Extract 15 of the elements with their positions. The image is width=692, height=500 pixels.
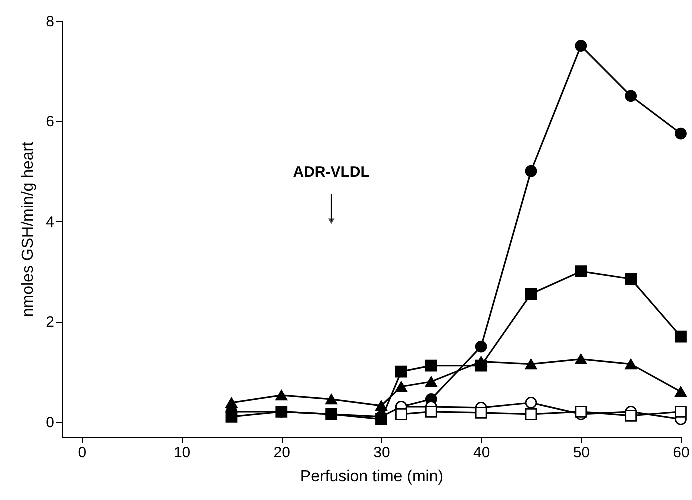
x-axis-title: Perfusion time (min): [300, 468, 444, 486]
y-axis-title: nmoles GSH/min/g heart: [20, 141, 38, 318]
y-tick-label: 2: [46, 314, 54, 332]
y-tick-label: 0: [46, 414, 54, 432]
x-tick-label: 10: [174, 444, 191, 462]
y-tick-label: 8: [46, 14, 54, 30]
annotation: ADR-VLDL: [293, 164, 370, 181]
x-tick-label: 0: [78, 444, 87, 462]
y-tick-label: 6: [46, 114, 54, 131]
x-tick-label: 30: [374, 444, 390, 462]
y-tick-label: 4: [46, 214, 54, 231]
x-tick-label: 60: [673, 444, 690, 462]
x-tick-label: 20: [274, 444, 290, 462]
x-tick-label: 50: [573, 444, 590, 462]
x-tick-label: 40: [473, 444, 490, 462]
